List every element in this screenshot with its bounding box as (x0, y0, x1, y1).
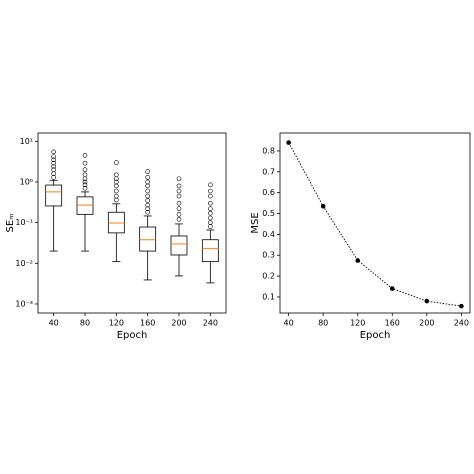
outlier (82, 182, 88, 188)
outlier (145, 179, 150, 185)
x-tick-label: 120 (109, 319, 124, 328)
point (459, 303, 464, 309)
outlier (82, 160, 88, 166)
point (320, 203, 326, 209)
y-tick-label: 0.8 (262, 146, 275, 155)
outlier (208, 188, 213, 194)
point (286, 140, 291, 145)
x-tick-label: 80 (80, 319, 90, 328)
y-tick-label: 10⁻² (15, 259, 33, 268)
outlier (145, 209, 150, 215)
x-tick-label: 120 (350, 319, 365, 328)
x-tick-label: 80 (318, 319, 328, 328)
plot-frame (279, 132, 471, 314)
outlier (145, 169, 150, 174)
outlier (114, 179, 119, 185)
outlier (114, 172, 119, 178)
outlier (82, 172, 88, 178)
outlier (82, 179, 88, 185)
y-tick-label: 0.2 (262, 272, 275, 281)
box (139, 226, 157, 252)
outlier (145, 206, 150, 212)
outlier (51, 157, 56, 163)
outlier (176, 176, 182, 182)
x-tick-label: 240 (203, 319, 218, 328)
y-tick-label: 0.5 (262, 209, 275, 218)
y-tick-label: 10⁰ (20, 177, 33, 186)
y-tick-label: 0.7 (262, 167, 275, 176)
outlier (176, 188, 182, 194)
outlier (114, 188, 119, 194)
outlier (82, 153, 88, 158)
outlier (114, 183, 119, 189)
outlier (82, 185, 88, 191)
outlier (114, 197, 119, 203)
outlier (208, 206, 213, 212)
outlier (82, 167, 88, 173)
box (201, 239, 219, 263)
plot-frame (37, 132, 227, 314)
point (389, 286, 395, 291)
outlier (176, 193, 182, 199)
y-axis-label: SEₘ (5, 214, 16, 233)
outlier (208, 193, 213, 199)
y-tick-label: 10⁻¹ (15, 218, 33, 227)
outlier (208, 220, 213, 225)
outlier (51, 164, 56, 169)
y-tick-label: 0.1 (262, 292, 275, 301)
point (355, 258, 361, 263)
outlier (114, 193, 119, 199)
x-tick-label: 200 (171, 319, 186, 328)
outlier (145, 183, 150, 189)
x-tick-label: 160 (140, 319, 155, 328)
outlier (176, 183, 182, 189)
outlier (176, 206, 182, 212)
box (76, 196, 94, 215)
y-tick-label: 0.6 (262, 188, 275, 197)
outlier (145, 175, 150, 180)
box (170, 235, 188, 256)
outlier (51, 167, 56, 173)
outlier (208, 200, 213, 206)
outlier (145, 188, 150, 194)
outlier (176, 212, 182, 217)
x-tick-label: 40 (284, 319, 294, 328)
point (424, 298, 430, 304)
outlier (51, 160, 56, 166)
y-tick-label: 0.4 (262, 230, 275, 239)
x-tick-label: 200 (419, 319, 434, 328)
x-tick-label: 240 (454, 319, 469, 328)
y-tick-label: 10¹ (20, 137, 33, 146)
box (45, 184, 63, 207)
outlier (176, 200, 182, 206)
y-tick-label: 10⁻³ (15, 299, 33, 308)
outlier (176, 217, 182, 222)
outlier (114, 160, 119, 165)
outlier (51, 154, 56, 159)
outlier (208, 224, 213, 229)
outlier (208, 215, 213, 221)
x-tick-label: 40 (49, 319, 59, 328)
outlier (145, 202, 150, 208)
x-axis-label: Epoch (117, 330, 148, 341)
x-axis-label: Epoch (360, 330, 391, 341)
outlier (51, 149, 56, 155)
x-tick-label: 160 (385, 319, 400, 328)
y-axis-label: MSE (250, 212, 261, 233)
outlier (145, 193, 150, 199)
outlier (208, 182, 213, 188)
outlier (145, 198, 150, 203)
outlier (208, 210, 213, 216)
line (288, 142, 462, 307)
outlier (51, 175, 56, 180)
y-tick-label: 0.3 (262, 251, 275, 260)
